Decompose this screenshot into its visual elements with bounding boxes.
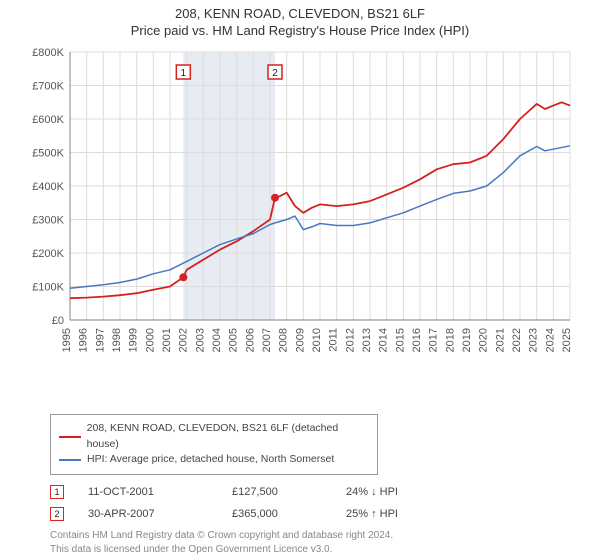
svg-text:2000: 2000: [144, 328, 156, 352]
event-date: 11-OCT-2001: [88, 486, 208, 498]
legend-swatch: [59, 459, 81, 461]
svg-text:2020: 2020: [478, 328, 490, 352]
event-delta: 25% ↑ HPI: [346, 508, 436, 520]
svg-text:1997: 1997: [94, 328, 106, 352]
legend-box: 208, KENN ROAD, CLEVEDON, BS21 6LF (deta…: [50, 414, 378, 475]
event-marker: 2: [50, 507, 64, 521]
line-chart: £0 £100K £200K £300K £400K £500K £600K £700K £80…: [20, 46, 580, 366]
svg-text:2018: 2018: [444, 328, 456, 352]
svg-text:£500K: £500K: [32, 147, 64, 159]
svg-text:£600K: £600K: [32, 114, 64, 126]
svg-text:2007: 2007: [261, 328, 273, 352]
legend-row: 208, KENN ROAD, CLEVEDON, BS21 6LF (deta…: [59, 421, 369, 453]
svg-text:2014: 2014: [378, 328, 390, 352]
svg-text:2009: 2009: [294, 328, 306, 352]
legend-label: 208, KENN ROAD, CLEVEDON, BS21 6LF (deta…: [87, 421, 369, 453]
svg-text:2001: 2001: [161, 328, 173, 352]
svg-text:1: 1: [181, 68, 187, 79]
chart-svg: £0 £100K £200K £300K £400K £500K £600K £700K £80…: [20, 46, 580, 366]
svg-text:£300K: £300K: [32, 214, 64, 226]
event-row: 2 30-APR-2007 £365,000 25% ↑ HPI: [50, 507, 570, 521]
svg-text:2016: 2016: [411, 328, 423, 352]
event-row: 1 11-OCT-2001 £127,500 24% ↓ HPI: [50, 485, 570, 499]
svg-text:2025: 2025: [561, 328, 573, 352]
svg-text:£200K: £200K: [32, 248, 64, 260]
svg-text:2005: 2005: [228, 328, 240, 352]
svg-text:£700K: £700K: [32, 80, 64, 92]
svg-text:1998: 1998: [111, 328, 123, 352]
svg-text:2003: 2003: [194, 328, 206, 352]
footnote-line-2: This data is licensed under the Open Gov…: [50, 543, 570, 557]
legend-swatch: [59, 436, 81, 438]
svg-text:2004: 2004: [211, 328, 223, 352]
title-line-2: Price paid vs. HM Land Registry's House …: [0, 23, 600, 40]
event-price: £365,000: [232, 508, 322, 520]
svg-text:2013: 2013: [361, 328, 373, 352]
svg-text:2019: 2019: [461, 328, 473, 352]
title-line-1: 208, KENN ROAD, CLEVEDON, BS21 6LF: [0, 6, 600, 23]
svg-text:2012: 2012: [344, 328, 356, 352]
svg-text:2: 2: [272, 68, 278, 79]
svg-text:2002: 2002: [178, 328, 190, 352]
legend-row: HPI: Average price, detached house, Nort…: [59, 452, 369, 468]
events-table: 1 11-OCT-2001 £127,500 24% ↓ HPI 2 30-APR-200…: [50, 485, 570, 521]
svg-text:2006: 2006: [244, 328, 256, 352]
footnote: Contains HM Land Registry data © Crown c…: [50, 529, 570, 557]
svg-text:2023: 2023: [528, 328, 540, 352]
svg-text:2011: 2011: [328, 328, 340, 352]
legend-label: HPI: Average price, detached house, Nort…: [87, 452, 334, 468]
svg-text:1995: 1995: [61, 328, 73, 352]
svg-text:1999: 1999: [128, 328, 140, 352]
svg-text:2022: 2022: [511, 328, 523, 352]
footnote-line-1: Contains HM Land Registry data © Crown c…: [50, 529, 570, 543]
event-delta: 24% ↓ HPI: [346, 486, 436, 498]
svg-text:£100K: £100K: [32, 281, 64, 293]
svg-text:£0: £0: [52, 315, 64, 327]
svg-text:2017: 2017: [428, 328, 440, 352]
chart-title: 208, KENN ROAD, CLEVEDON, BS21 6LF Price…: [0, 0, 600, 40]
svg-text:1996: 1996: [78, 328, 90, 352]
svg-text:2024: 2024: [544, 328, 556, 352]
event-date: 30-APR-2007: [88, 508, 208, 520]
svg-text:£800K: £800K: [32, 47, 64, 59]
svg-text:2021: 2021: [494, 328, 506, 352]
svg-text:2010: 2010: [311, 328, 323, 352]
event-marker: 1: [50, 485, 64, 499]
svg-text:2015: 2015: [394, 328, 406, 352]
svg-text:2008: 2008: [278, 328, 290, 352]
event-price: £127,500: [232, 486, 322, 498]
svg-text:£400K: £400K: [32, 181, 64, 193]
